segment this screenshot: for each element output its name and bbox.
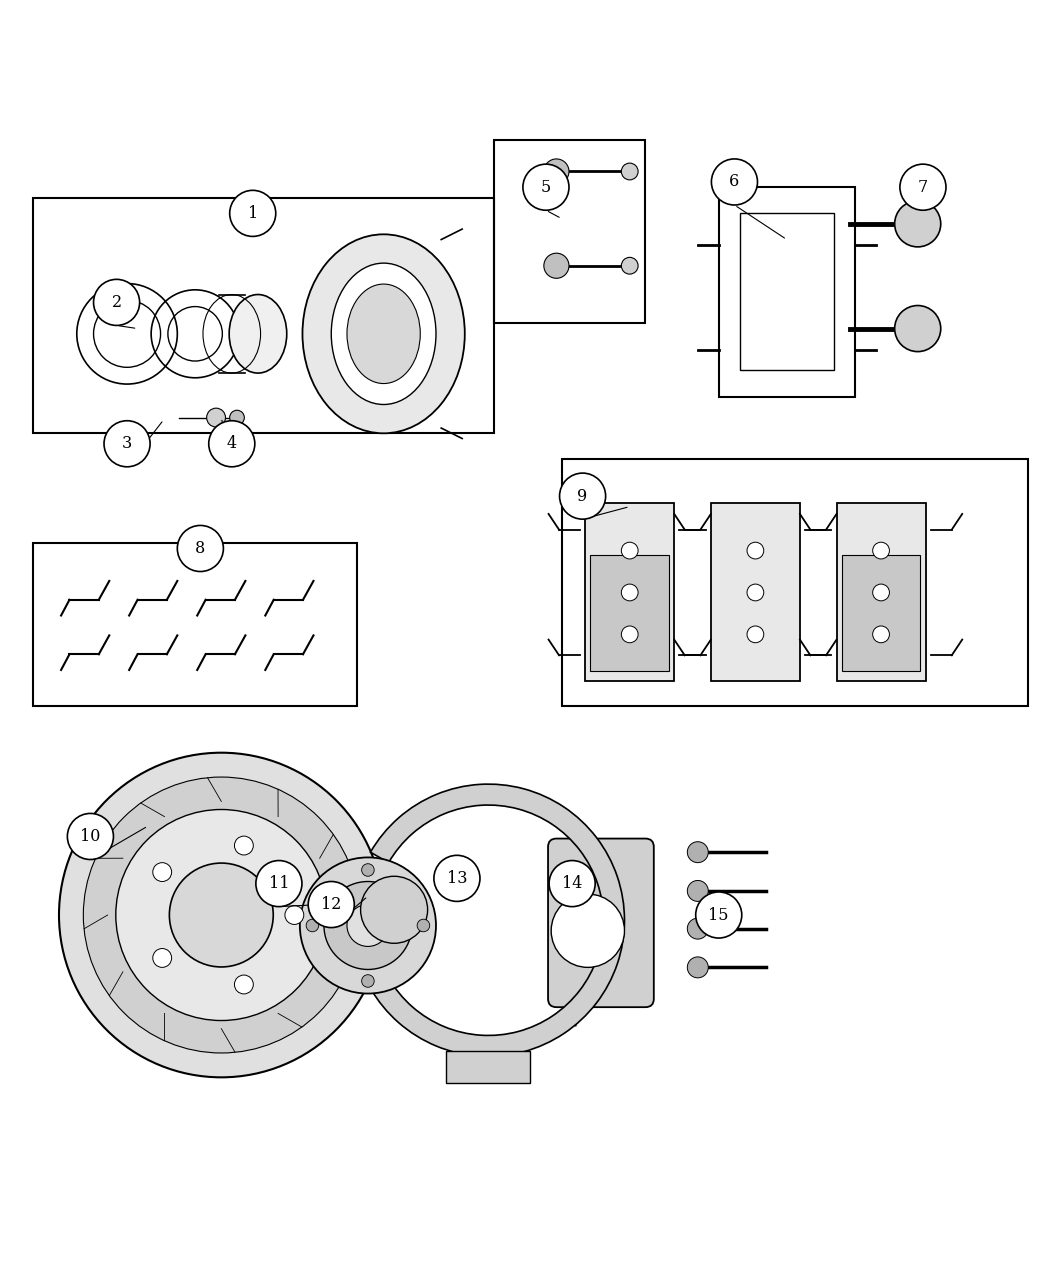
Circle shape — [361, 863, 374, 876]
FancyBboxPatch shape — [711, 504, 800, 681]
Ellipse shape — [346, 284, 420, 384]
Text: 3: 3 — [122, 435, 132, 453]
Text: 9: 9 — [578, 487, 588, 505]
Circle shape — [417, 919, 429, 932]
Circle shape — [346, 904, 388, 946]
FancyBboxPatch shape — [446, 1051, 530, 1082]
Circle shape — [153, 863, 171, 881]
Circle shape — [873, 542, 889, 558]
FancyBboxPatch shape — [590, 556, 669, 671]
Circle shape — [207, 408, 226, 427]
Circle shape — [256, 861, 302, 907]
Circle shape — [307, 919, 319, 932]
Circle shape — [747, 542, 763, 558]
Circle shape — [873, 626, 889, 643]
Circle shape — [747, 626, 763, 643]
Circle shape — [153, 949, 171, 968]
Circle shape — [688, 842, 709, 863]
Ellipse shape — [331, 263, 436, 404]
Circle shape — [622, 584, 638, 601]
Text: 8: 8 — [195, 541, 206, 557]
Circle shape — [712, 159, 757, 205]
FancyBboxPatch shape — [842, 556, 921, 671]
Circle shape — [234, 975, 253, 994]
Circle shape — [59, 752, 383, 1077]
Ellipse shape — [229, 295, 287, 374]
Circle shape — [67, 813, 113, 859]
Text: 7: 7 — [918, 179, 928, 195]
Circle shape — [895, 306, 941, 352]
Circle shape — [696, 892, 741, 938]
Circle shape — [169, 863, 273, 966]
Circle shape — [177, 525, 224, 571]
Circle shape — [300, 857, 436, 993]
Text: 5: 5 — [541, 179, 551, 195]
Circle shape — [83, 776, 359, 1053]
Circle shape — [234, 836, 253, 856]
Circle shape — [93, 279, 140, 325]
Circle shape — [549, 861, 595, 907]
Circle shape — [622, 258, 638, 274]
Circle shape — [209, 421, 255, 467]
FancyBboxPatch shape — [585, 504, 674, 681]
Circle shape — [622, 163, 638, 180]
Circle shape — [622, 626, 638, 643]
Circle shape — [230, 411, 245, 425]
Text: 14: 14 — [562, 875, 583, 892]
Text: 6: 6 — [730, 173, 739, 190]
FancyBboxPatch shape — [739, 213, 834, 371]
Ellipse shape — [302, 235, 465, 434]
Circle shape — [434, 856, 480, 901]
FancyBboxPatch shape — [548, 839, 654, 1007]
Circle shape — [324, 881, 412, 969]
Circle shape — [747, 584, 763, 601]
Circle shape — [551, 894, 625, 968]
Text: 15: 15 — [709, 907, 729, 923]
Circle shape — [523, 164, 569, 210]
Circle shape — [104, 421, 150, 467]
Circle shape — [560, 473, 606, 519]
Circle shape — [309, 881, 354, 928]
Text: 11: 11 — [269, 875, 289, 892]
FancyBboxPatch shape — [837, 504, 925, 681]
Wedge shape — [371, 784, 625, 1057]
Text: 2: 2 — [111, 295, 122, 311]
Circle shape — [544, 254, 569, 278]
Circle shape — [622, 542, 638, 558]
Circle shape — [873, 584, 889, 601]
Text: 1: 1 — [248, 205, 258, 222]
Circle shape — [688, 958, 709, 978]
Circle shape — [361, 974, 374, 987]
Circle shape — [360, 876, 427, 944]
Text: 4: 4 — [227, 435, 237, 453]
Circle shape — [900, 164, 946, 210]
Circle shape — [544, 159, 569, 184]
Circle shape — [116, 810, 327, 1020]
Circle shape — [688, 881, 709, 901]
Text: 13: 13 — [446, 870, 467, 887]
Circle shape — [230, 190, 276, 236]
Circle shape — [688, 918, 709, 940]
Circle shape — [285, 905, 303, 924]
Text: 10: 10 — [80, 827, 101, 845]
Circle shape — [895, 200, 941, 247]
Text: 12: 12 — [321, 896, 341, 913]
